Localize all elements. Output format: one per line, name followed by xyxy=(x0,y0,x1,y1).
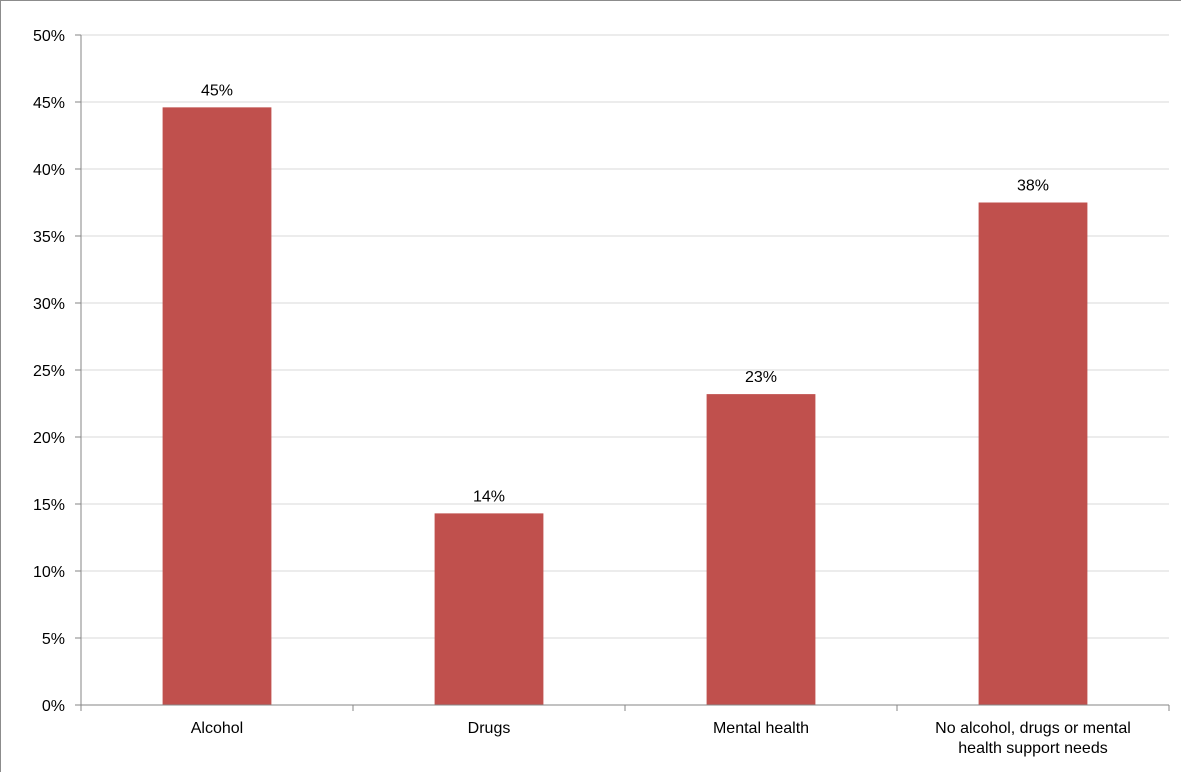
labels: 0% 5% 10% 15% 20% 25% 30% 35% 40% 45% 50% 45% Alcoho… xyxy=(33,28,1131,757)
y-tick-label: 5% xyxy=(42,631,65,648)
y-tick-label: 40% xyxy=(33,162,65,179)
y-tick-label: 35% xyxy=(33,229,65,246)
y-tick-label: 20% xyxy=(33,430,65,447)
y-tick-label: 10% xyxy=(33,564,65,581)
bar xyxy=(706,394,816,705)
data-label: 14% xyxy=(473,488,505,505)
data-label: 38% xyxy=(1017,178,1049,195)
bar xyxy=(162,107,272,706)
y-tick-label: 15% xyxy=(33,497,65,514)
y-tick-label: 45% xyxy=(33,95,65,112)
x-tick-label: No alcohol, drugs or mental xyxy=(935,720,1131,737)
y-tick-label: 0% xyxy=(42,698,65,715)
axes xyxy=(75,34,1170,711)
y-tick-label: 30% xyxy=(33,296,65,313)
x-tick-label: Alcohol xyxy=(191,720,243,737)
data-label: 45% xyxy=(201,82,233,99)
x-tick-label: health support needs xyxy=(958,740,1107,757)
x-tick-label: Mental health xyxy=(713,720,809,737)
x-tick-label: Drugs xyxy=(468,720,511,737)
y-tick-label: 50% xyxy=(33,28,65,45)
y-tick-label: 25% xyxy=(33,363,65,380)
bar xyxy=(978,202,1088,705)
bar xyxy=(434,513,544,705)
bars xyxy=(162,107,1088,706)
data-label: 23% xyxy=(745,369,777,386)
